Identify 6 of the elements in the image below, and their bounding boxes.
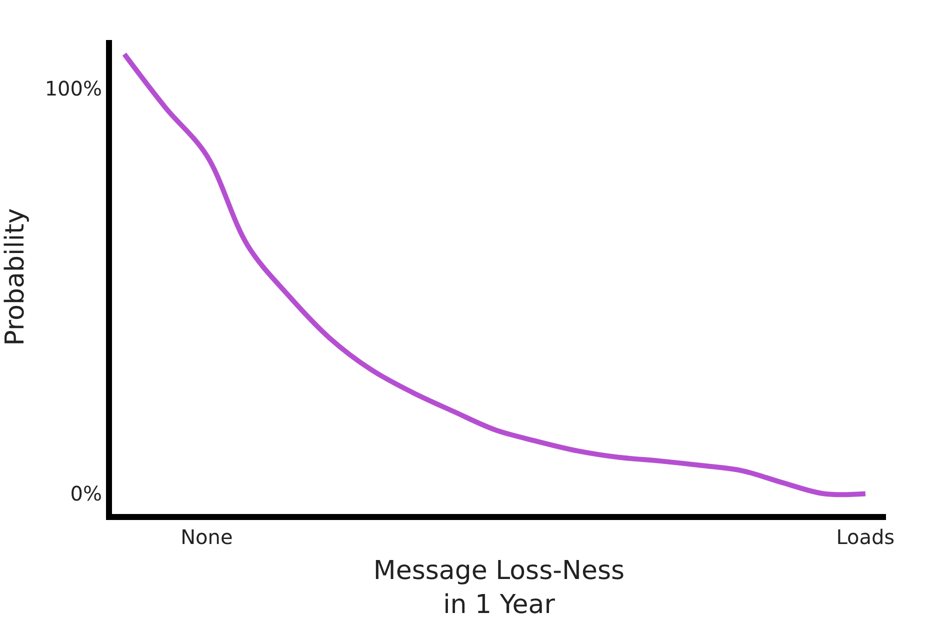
x-tick-label: Loads [836,525,895,549]
y-axis-title: Probability [0,208,31,346]
y-tick-label: 0% [70,482,102,506]
x-axis-title: Message Loss-Ness in 1 Year [373,556,625,620]
x-tick-label: None [180,525,233,549]
y-tick-label: 100% [44,76,102,101]
